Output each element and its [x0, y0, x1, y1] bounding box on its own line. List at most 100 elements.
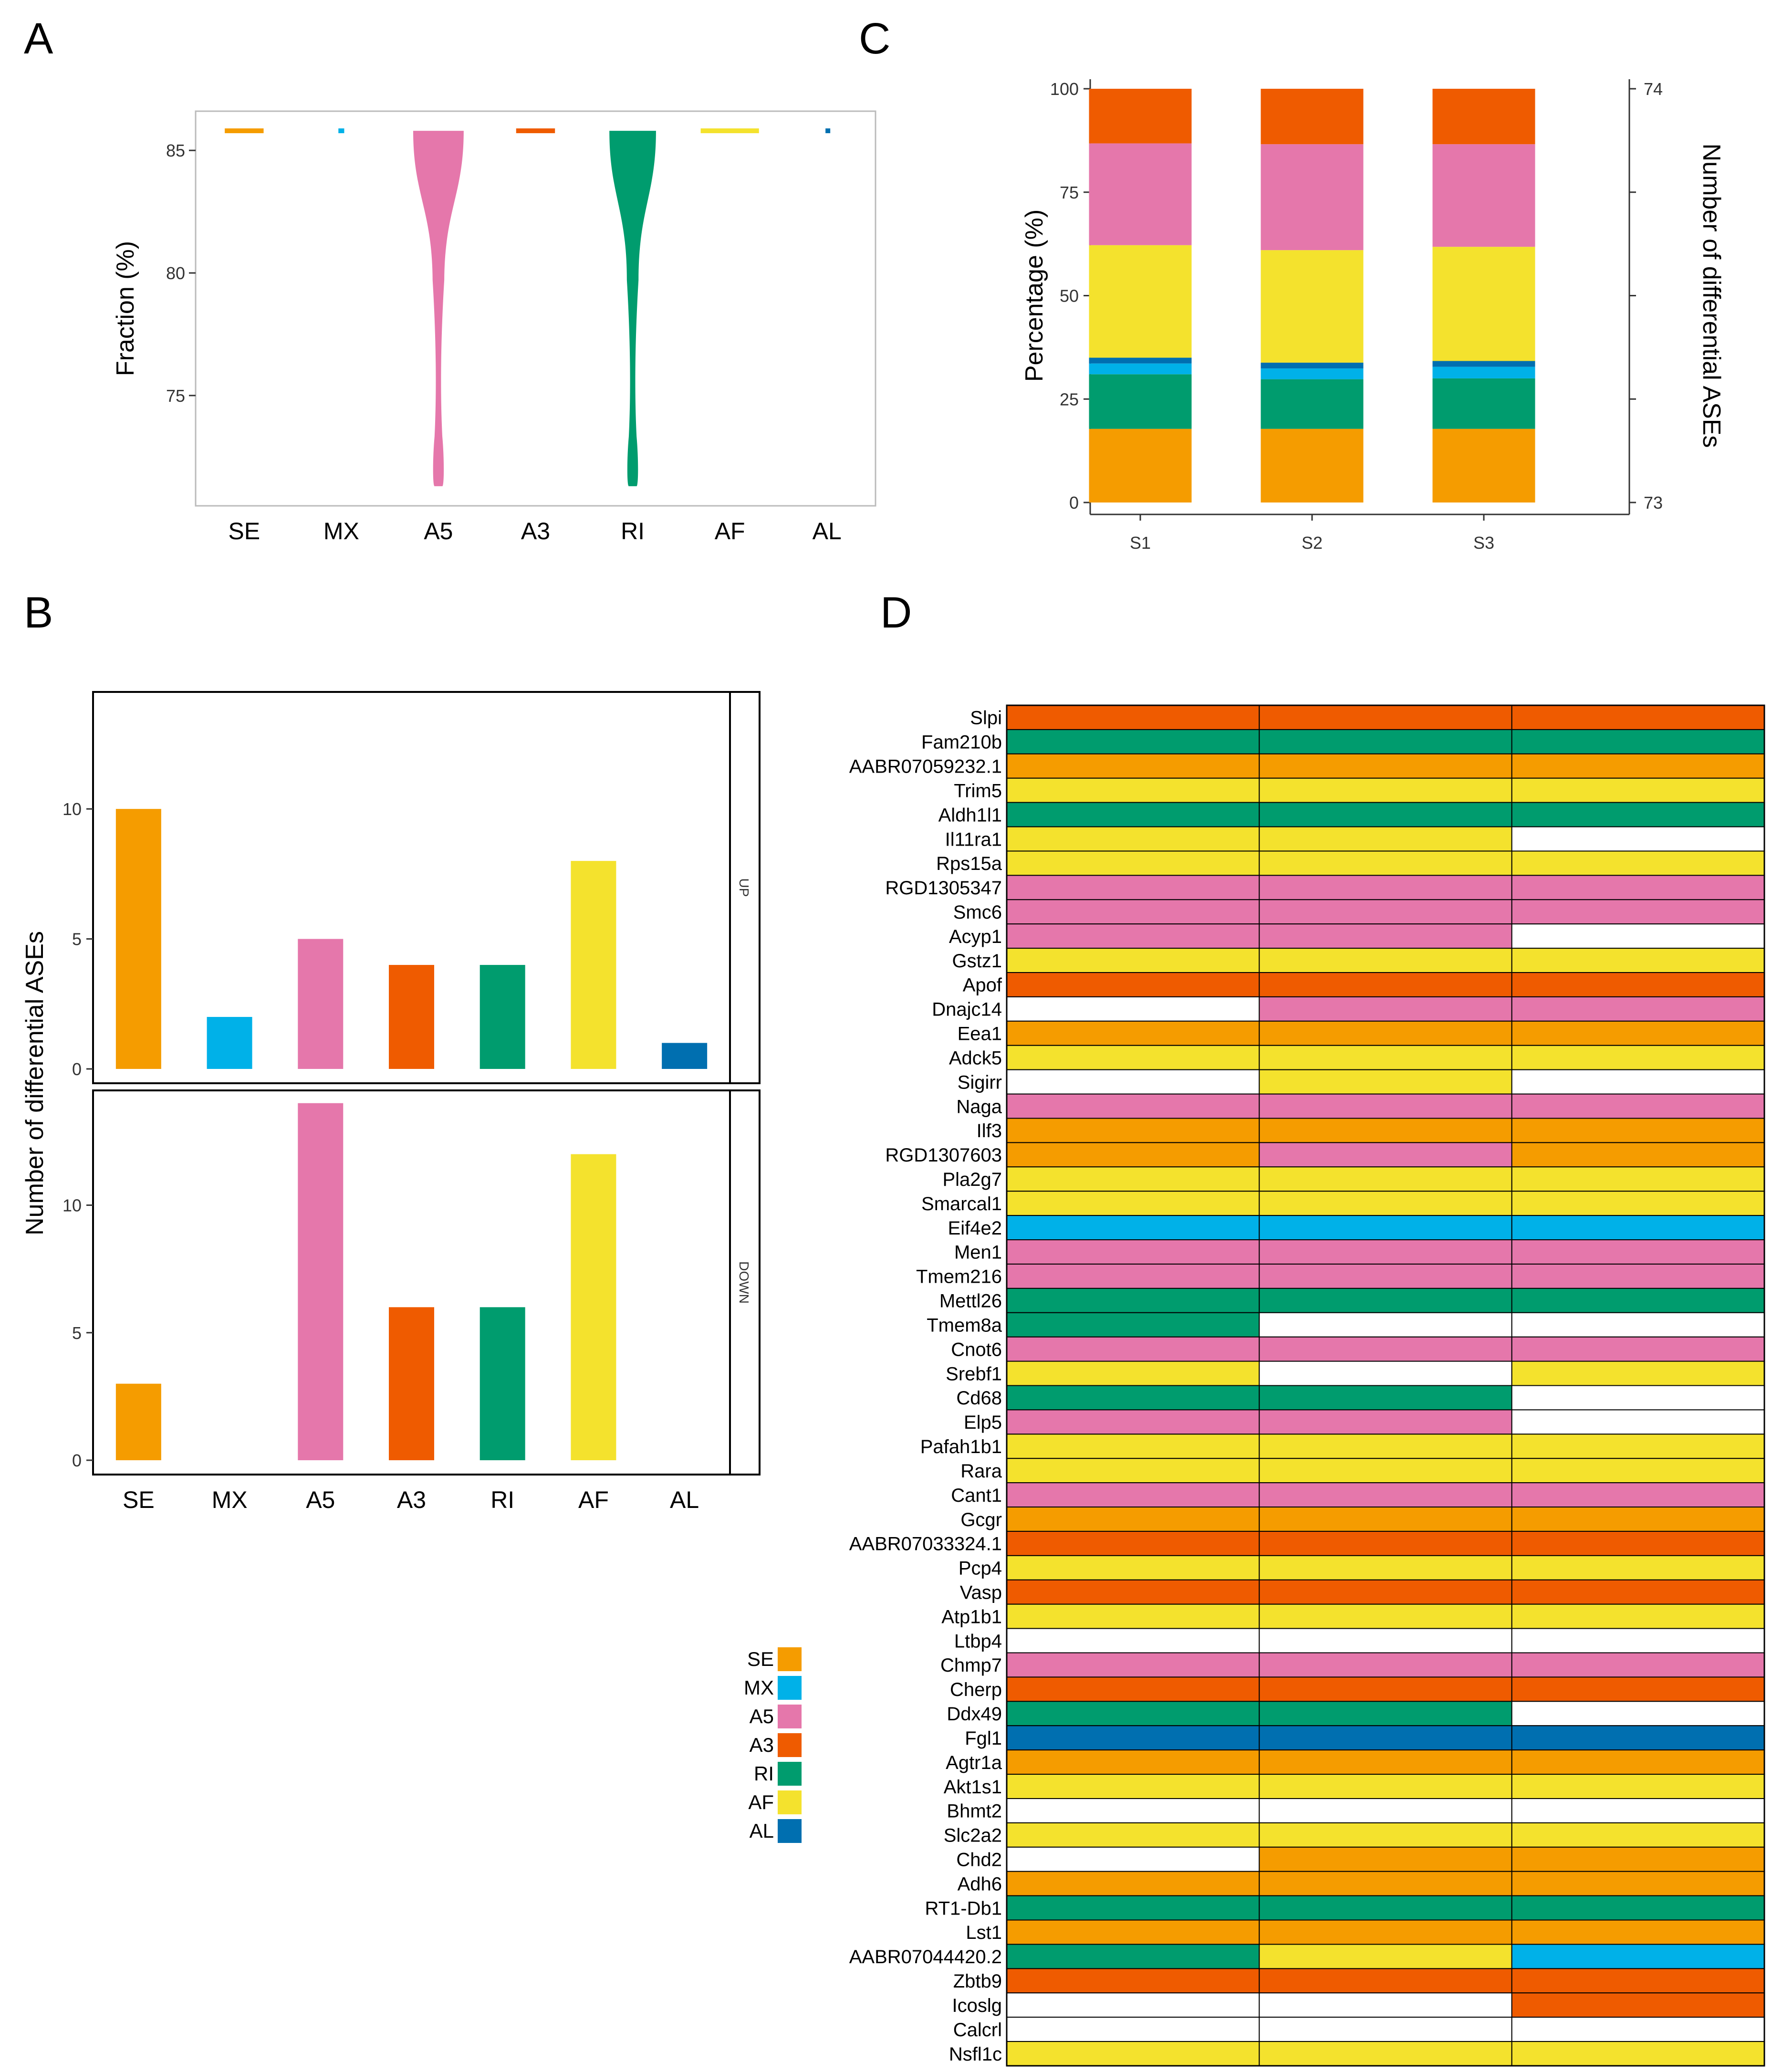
gene-label: Elp5	[964, 1412, 1002, 1433]
heatmap-cell	[1006, 1263, 1260, 1289]
heatmap-cell	[1511, 1263, 1765, 1289]
heatmap-cell	[1259, 923, 1512, 949]
heatmap-cell	[1006, 705, 1260, 730]
heatmap-cell	[1006, 1676, 1260, 1702]
y-tick-label-b: 0	[72, 1059, 82, 1079]
bar-DOWN-A5	[298, 1103, 344, 1460]
heatmap-cell	[1511, 1215, 1765, 1241]
heatmap-cell	[1006, 1968, 1260, 1994]
heatmap-cell	[1511, 1409, 1765, 1435]
heatmap-cell	[1259, 826, 1512, 852]
heatmap-cell	[1006, 1628, 1260, 1653]
gene-label: RGD1307603	[885, 1145, 1002, 1166]
legend-label-SE: SE	[747, 1648, 774, 1670]
bar-UP-SE	[115, 809, 161, 1069]
heatmap-cell	[1511, 1749, 1765, 1775]
heatmap-cell	[1006, 1944, 1260, 1969]
gene-label: Ltbp4	[954, 1631, 1002, 1652]
heatmap-cell	[1511, 753, 1765, 779]
x-tick-label-a: MX	[323, 518, 359, 544]
bar-segment-A5	[1261, 144, 1364, 251]
heatmap-cell	[1511, 1093, 1765, 1119]
bar-segment-SE	[1089, 429, 1192, 502]
bar-UP-MX	[207, 1017, 252, 1069]
heatmap-cell	[1511, 1579, 1765, 1605]
chart-c-stacked-bar: 0 25 50 75 100 73 74 S1 S2 S3 Percentage (%) Number…	[1021, 79, 1725, 553]
heatmap-cell	[1511, 705, 1765, 730]
heatmap-cell	[1259, 1871, 1512, 1896]
y-tick-label-c: 25	[1060, 389, 1079, 409]
x-tick-label-b: AL	[670, 1486, 699, 1513]
heatmap-cell	[1511, 899, 1765, 925]
heatmap-cell	[1511, 1507, 1765, 1532]
gene-label: AABR07044420.2	[849, 1946, 1002, 1967]
gene-label: Acyp1	[949, 926, 1002, 947]
heatmap-cell	[1006, 1652, 1260, 1678]
facet-strip-label-DOWN: DOWN	[737, 1261, 751, 1304]
heatmap-cell	[1511, 923, 1765, 949]
gene-label: Atp1b1	[941, 1606, 1002, 1627]
y-tick-label-a: 80	[166, 263, 185, 283]
gene-label: Adck5	[949, 1047, 1002, 1068]
heatmap-cell	[1006, 923, 1260, 949]
violin-SE	[225, 128, 264, 134]
heatmap-cell	[1006, 1093, 1260, 1119]
violin-MX	[338, 128, 344, 134]
bar-segment-AF	[1432, 247, 1535, 361]
heatmap-cell	[1511, 1385, 1765, 1411]
heatmap-cell	[1006, 1118, 1260, 1143]
heatmap-cell	[1259, 1725, 1512, 1751]
bar-segment-AL	[1089, 357, 1192, 364]
y-tick-label-a: 85	[166, 141, 185, 160]
y-axis-label-c: Percentage (%)	[1021, 209, 1048, 382]
heatmap-cell	[1006, 1992, 1260, 2018]
gene-label: Pla2g7	[942, 1169, 1002, 1190]
heatmap-cell	[1006, 1142, 1260, 1168]
bar-segment-RI	[1432, 378, 1535, 429]
chart-d-heatmap: Slpi Fam210b AABR07059232.1 Trim5 Aldh1l1 Il1…	[849, 704, 1765, 2067]
gene-label: Cnot6	[951, 1339, 1002, 1360]
bar-segment-MX	[1089, 363, 1192, 375]
heatmap-cell	[1006, 1191, 1260, 1216]
legend-swatch-AF	[778, 1790, 802, 1814]
gene-label: Men1	[954, 1242, 1002, 1263]
heatmap-cell	[1511, 1555, 1765, 1580]
gene-label: Cd68	[956, 1388, 1002, 1409]
heatmap-cell	[1006, 1409, 1260, 1435]
x-tick-label-a: AF	[715, 518, 745, 544]
bar-segment-RI	[1089, 374, 1192, 429]
heatmap-cell	[1259, 1603, 1512, 1629]
heatmap-cell	[1511, 1846, 1765, 1872]
heatmap-cell	[1511, 1968, 1765, 1994]
gene-label: Zbtb9	[953, 1971, 1002, 1992]
gene-label: Smc6	[953, 902, 1002, 923]
bar-segment-RI	[1261, 379, 1364, 429]
chart-b-faceted-bar: UP 0 5 10 DOWN 0 5 10 SE MX A5 A3 RI AF AL Number of di…	[21, 691, 761, 1513]
heatmap-cell	[1511, 1774, 1765, 1799]
heatmap-cell	[1259, 1166, 1512, 1192]
heatmap-cell	[1511, 1919, 1765, 1945]
heatmap-cell	[1006, 777, 1260, 803]
gene-label: Fam210b	[921, 732, 1002, 753]
y2-tick-label-c: 73	[1644, 493, 1663, 513]
gene-label: Slpi	[970, 708, 1002, 729]
x-tick-label-b: RI	[490, 1486, 514, 1513]
heatmap-cell	[1511, 875, 1765, 900]
y2-tick-label-c: 74	[1644, 79, 1663, 99]
y-tick-label-c: 50	[1060, 286, 1079, 306]
heatmap-cell	[1511, 802, 1765, 827]
heatmap-cell	[1259, 1336, 1512, 1362]
bar-segment-AF	[1261, 250, 1364, 363]
heatmap-cell	[1006, 1069, 1260, 1095]
heatmap-cell	[1259, 1822, 1512, 1848]
heatmap-cell	[1006, 1239, 1260, 1265]
y-axis-label-b: Number of differential ASEs	[21, 931, 49, 1235]
heatmap-cell	[1006, 1919, 1260, 1945]
bar-UP-A3	[389, 965, 434, 1069]
gene-label: Calcrl	[953, 2020, 1002, 2041]
heatmap-cell	[1006, 1725, 1260, 1751]
gene-label: Tmem216	[916, 1266, 1002, 1287]
gene-label: Nsfl1c	[949, 2044, 1002, 2065]
heatmap-cell	[1006, 1458, 1260, 1484]
